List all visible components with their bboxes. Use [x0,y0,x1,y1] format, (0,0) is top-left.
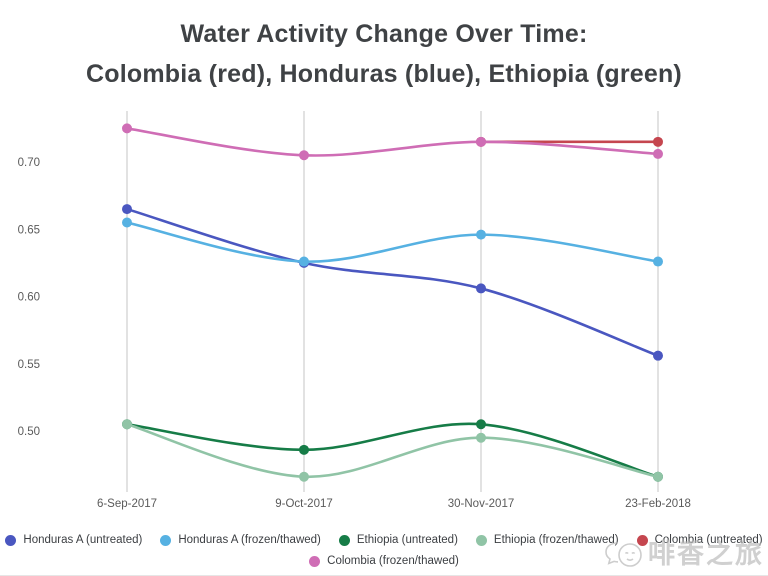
x-axis-label: 6-Sep-2017 [97,498,157,510]
data-point-colombia-untreated[interactable] [653,136,663,147]
x-axis-label: 9-Oct-2017 [275,498,333,510]
legend-dot-icon [338,534,350,546]
legend-dot-icon [475,534,487,546]
chart-title: Water Activity Change Over Time: Colombi… [0,14,768,94]
legend-dot-icon [160,534,172,546]
legend-item-colombia-frozen-thawed[interactable]: Colombia (frozen/thawed) [309,555,459,567]
legend-row-1: Honduras A (untreated) Honduras A (frozen… [0,534,768,546]
legend-dot-icon [636,534,648,546]
legend-dot-icon [5,534,17,546]
legend-label: Ethiopia (untreated) [356,534,458,546]
y-axis-label: 0.55 [18,359,40,371]
legend-label: Colombia (frozen/thawed) [327,555,459,567]
y-axis-label: 0.50 [18,426,40,438]
data-point-honduras-a-untreated[interactable] [653,350,663,361]
series-line-ethiopia-frozen-thawed [125,422,660,479]
series-line-ethiopia-untreated [125,422,660,479]
legend-dot-icon [309,555,321,567]
data-point-colombia-frozen-thawed[interactable] [476,136,486,147]
data-point-ethiopia-untreated[interactable] [476,419,486,430]
legend-label: Honduras A (frozen/thawed) [178,534,321,546]
data-point-honduras-a-frozen-thawed[interactable] [122,217,132,228]
data-point-honduras-a-frozen-thawed[interactable] [476,229,486,240]
legend-item-colombia-untreated[interactable]: Colombia (untreated) [636,534,763,546]
legend-label: Colombia (untreated) [654,534,763,546]
data-point-ethiopia-untreated[interactable] [299,444,309,455]
data-point-ethiopia-frozen-thawed[interactable] [476,432,486,443]
data-point-honduras-a-frozen-thawed[interactable] [299,256,309,267]
legend-item-honduras-a-untreated[interactable]: Honduras A (untreated) [5,534,142,546]
data-point-ethiopia-frozen-thawed[interactable] [653,471,663,482]
x-axis-label: 30-Nov-2017 [448,498,514,510]
series-line-honduras-a-frozen-thawed [125,221,660,263]
chart-title-line-1: Water Activity Change Over Time: [180,20,588,48]
series-line-honduras-a-untreated [125,207,660,357]
legend-item-ethiopia-untreated[interactable]: Ethiopia (untreated) [338,534,458,546]
legend-label: Honduras A (untreated) [23,534,143,546]
legend-item-honduras-a-frozen-thawed[interactable]: Honduras A (frozen/thawed) [160,534,321,546]
data-point-honduras-a-untreated[interactable] [122,204,132,215]
chart-legend: Honduras A (untreated) Honduras A (frozen… [0,525,768,567]
data-point-honduras-a-untreated[interactable] [476,283,486,294]
legend-item-ethiopia-frozen-thawed[interactable]: Ethiopia (frozen/thawed) [475,534,619,546]
data-point-colombia-frozen-thawed[interactable] [653,148,663,159]
y-axis-label: 0.60 [18,292,40,304]
chart-title-line-2: Colombia (red), Honduras (blue), Ethiopi… [86,60,682,88]
data-point-colombia-frozen-thawed[interactable] [122,123,132,134]
series-line-colombia-frozen-thawed [125,127,660,157]
x-axis-label: 23-Feb-2018 [625,498,691,510]
data-point-ethiopia-frozen-thawed[interactable] [122,419,132,430]
data-point-honduras-a-frozen-thawed[interactable] [653,256,663,267]
legend-row-2: Colombia (frozen/thawed) [0,555,768,567]
y-axis-label: 0.70 [18,157,40,169]
data-point-ethiopia-frozen-thawed[interactable] [299,471,309,482]
legend-label: Ethiopia (frozen/thawed) [493,534,619,546]
y-axis-label: 0.65 [18,224,40,236]
data-point-colombia-frozen-thawed[interactable] [299,150,309,161]
